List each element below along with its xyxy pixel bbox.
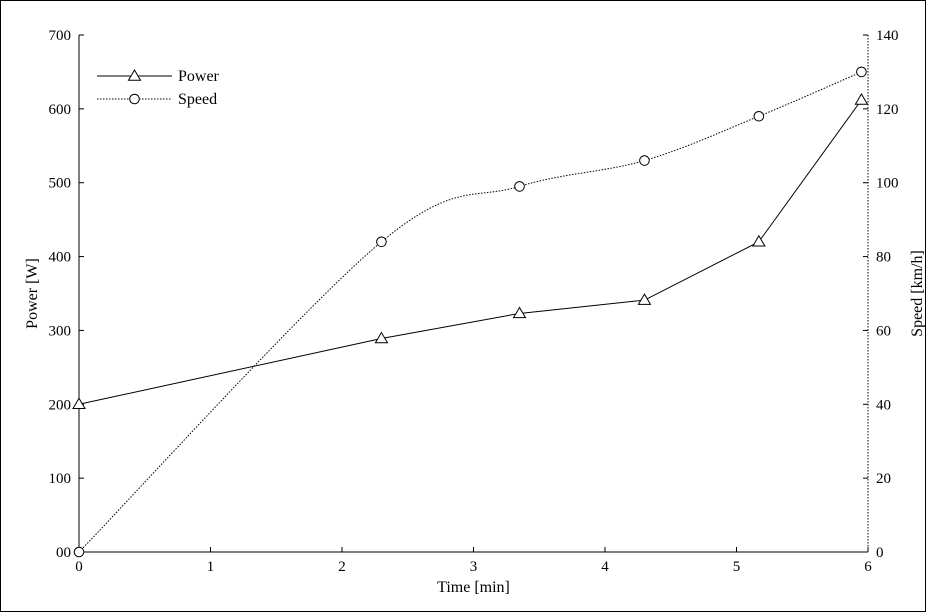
legend-label: Power (178, 68, 220, 85)
data-point (639, 155, 650, 166)
x-tick-label: 5 (733, 559, 741, 575)
y-tick-label: 300 (49, 323, 72, 339)
series-speed (73, 66, 867, 558)
y2-tick-label: 140 (876, 28, 899, 44)
data-point (512, 306, 527, 319)
x-axis-title: Time [min] (437, 579, 510, 596)
x-tick-label: 4 (601, 559, 609, 575)
legend-marker (127, 69, 142, 81)
data-point (856, 66, 867, 78)
y-tick-label: 700 (49, 28, 72, 44)
y-tick-label: 600 (49, 102, 72, 118)
data-point (514, 181, 525, 192)
x-tick-label: 2 (338, 559, 346, 575)
y-tick-label: 400 (49, 250, 72, 266)
y-axis-title: Power [W] (24, 258, 41, 329)
y2-tick-label: 0 (876, 545, 884, 561)
axes: 0 1 2 3 4 5 6001002003004005006007000204060801… (49, 28, 899, 575)
x-tick-label: 0 (75, 559, 83, 575)
y-tick-label: 00 (56, 545, 71, 561)
y2-tick-label: 40 (876, 397, 891, 413)
y2-tick-label: 100 (876, 176, 899, 192)
data-point (73, 546, 85, 558)
y-tick-label: 500 (49, 176, 72, 192)
data-point (374, 331, 389, 344)
data-point (751, 234, 766, 247)
data-point (753, 110, 765, 122)
y-tick-label: 100 (49, 471, 72, 487)
data-point (854, 93, 869, 105)
y2-axis-title: Speed [km/h] (909, 250, 926, 337)
y2-tick-label: 120 (876, 102, 899, 118)
data-point (637, 293, 652, 305)
series-power (72, 93, 869, 409)
x-tick-label: 3 (470, 559, 478, 575)
y-tick-label: 200 (49, 397, 72, 413)
series-line-power (78, 99, 862, 405)
y2-tick-label: 80 (876, 250, 891, 266)
legend-item: Power (97, 68, 220, 85)
legend-marker (129, 93, 140, 105)
data-point (72, 397, 86, 409)
legend-label: Speed (178, 91, 217, 108)
y2-tick-label: 20 (876, 471, 891, 487)
x-tick-label: 1 (207, 559, 215, 575)
data-point (376, 236, 387, 248)
legend: Power Speed (97, 68, 220, 108)
x-tick-label: 6 (864, 559, 872, 575)
legend-item: Speed (97, 91, 217, 108)
series-line-speed (78, 71, 862, 553)
plot-area (72, 66, 869, 558)
y2-tick-label: 60 (876, 323, 891, 339)
